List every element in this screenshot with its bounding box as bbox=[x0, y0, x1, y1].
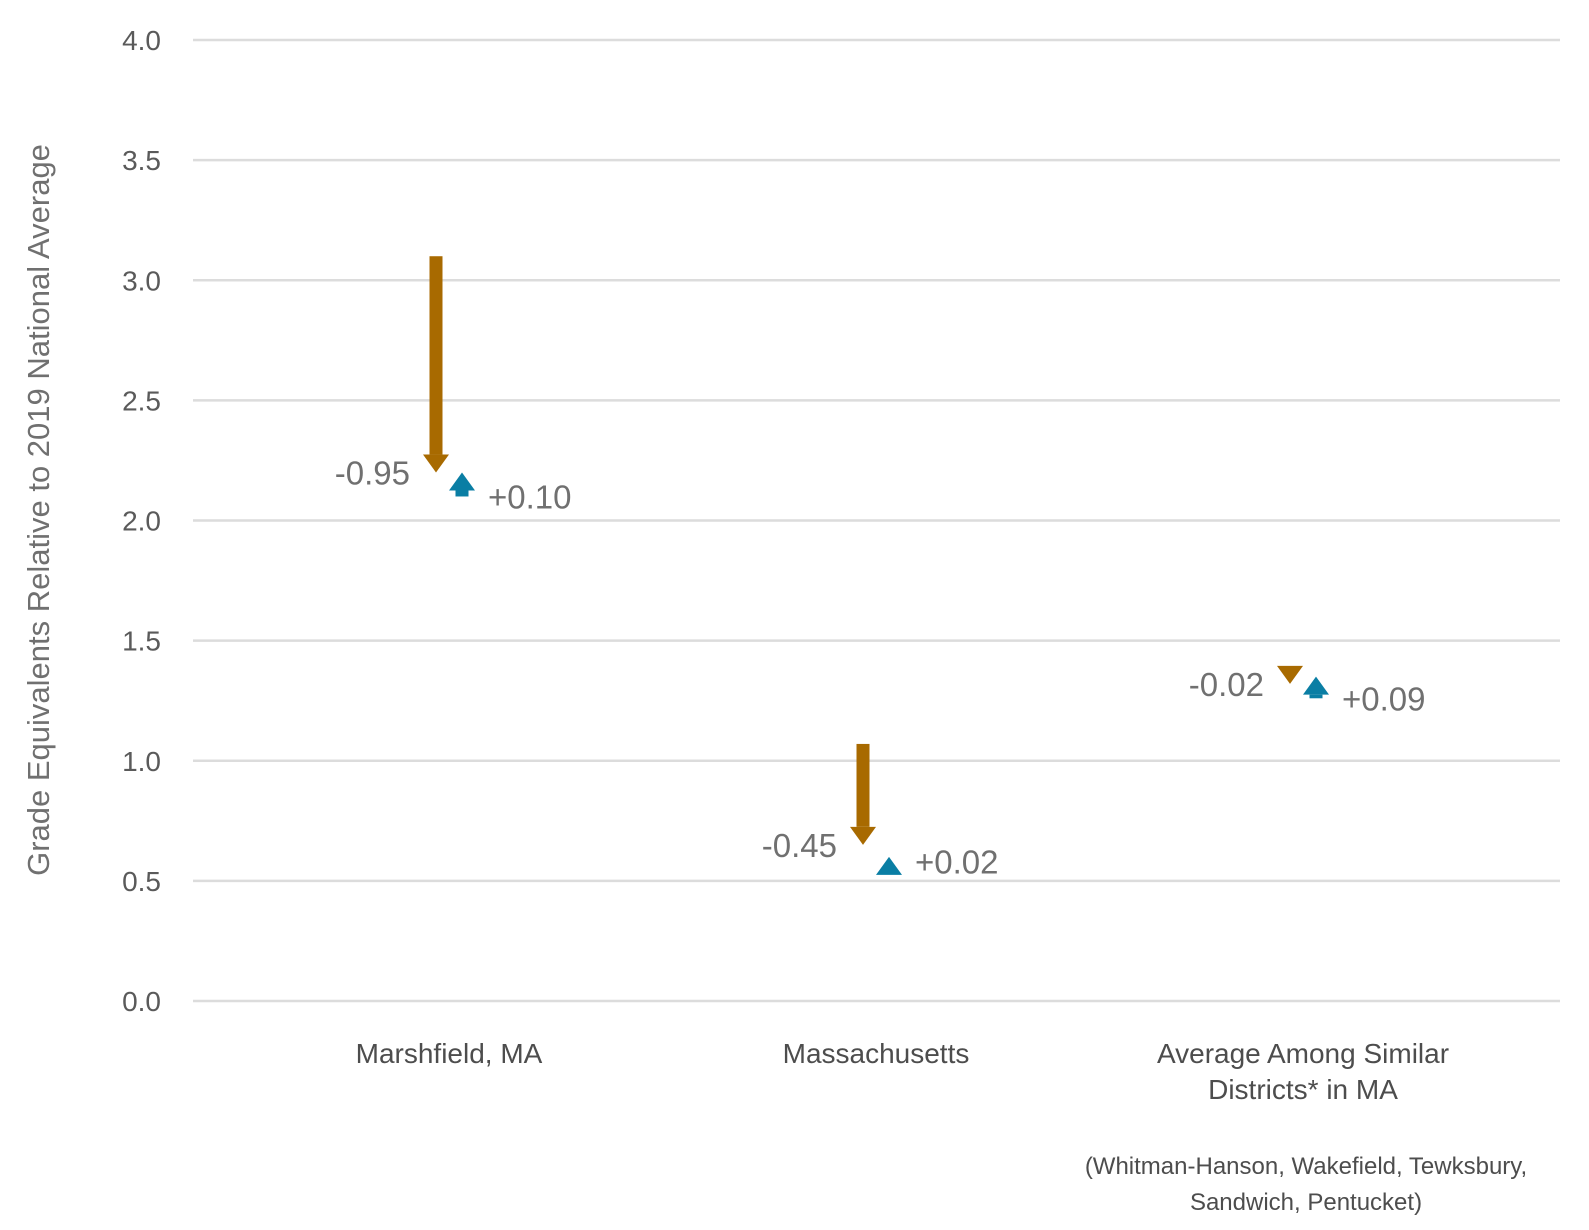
footnote-line: Sandwich, Pentucket) bbox=[1190, 1189, 1422, 1216]
category-group: -0.45 +0.02 bbox=[762, 743, 999, 881]
y-tick-label: 2.0 bbox=[122, 506, 161, 537]
decline-arrow bbox=[423, 256, 449, 473]
recovery-arrow-shaft bbox=[455, 490, 469, 497]
y-tick-label: 0.5 bbox=[122, 866, 161, 897]
x-category-label: Average Among Similar bbox=[1157, 1038, 1449, 1069]
x-axis-categories: Marshfield, MA Massachusetts Average Among… bbox=[356, 1038, 1449, 1105]
decline-arrow bbox=[850, 743, 876, 845]
decline-value-label: -0.95 bbox=[335, 454, 410, 491]
y-tick-label: 0.0 bbox=[122, 986, 161, 1017]
decline-arrow-head bbox=[850, 826, 876, 845]
decline-arrow-head bbox=[1277, 665, 1303, 684]
decline-value-label: -0.45 bbox=[762, 827, 837, 864]
recovery-arrow bbox=[876, 856, 902, 875]
decline-value-label: -0.02 bbox=[1189, 666, 1264, 703]
x-category-label: Marshfield, MA bbox=[356, 1038, 543, 1069]
recovery-arrow bbox=[449, 472, 475, 497]
recovery-value-label: +0.02 bbox=[915, 844, 999, 881]
y-tick-label: 1.5 bbox=[122, 626, 161, 657]
recovery-value-label: +0.10 bbox=[488, 478, 572, 515]
y-tick-label: 4.0 bbox=[122, 25, 161, 56]
chart-marks: -0.95 +0.10 -0.45 +0.02 -0.02 +0.09 bbox=[335, 256, 1426, 881]
x-category-label: Massachusetts bbox=[783, 1038, 970, 1069]
footnote-line: (Whitman-Hanson, Wakefield, Tewksbury, bbox=[1085, 1153, 1527, 1180]
decline-arrow-shaft bbox=[856, 743, 870, 827]
y-tick-label: 3.0 bbox=[122, 265, 161, 296]
y-axis-ticks: 0.0 0.5 1.0 1.5 2.0 2.5 3.0 3.5 4.0 bbox=[122, 25, 161, 1017]
recovery-arrow-shaft bbox=[1309, 694, 1323, 699]
decline-arrow-shaft bbox=[429, 256, 443, 455]
category-group: -0.95 +0.10 bbox=[335, 256, 572, 515]
recovery-arrow bbox=[1303, 676, 1329, 699]
recovery-arrow-head bbox=[876, 856, 902, 875]
footnote: (Whitman-Hanson, Wakefield, Tewksbury, Sa… bbox=[1085, 1153, 1527, 1216]
y-tick-label: 3.5 bbox=[122, 145, 161, 176]
recovery-arrow-head bbox=[1303, 676, 1329, 695]
decline-arrow bbox=[1277, 665, 1303, 684]
decline-arrow-head bbox=[423, 454, 449, 473]
gridlines bbox=[193, 38, 1560, 1003]
y-tick-label: 1.0 bbox=[122, 746, 161, 777]
y-tick-label: 2.5 bbox=[122, 385, 161, 416]
x-category-label: Districts* in MA bbox=[1208, 1074, 1398, 1105]
category-group: -0.02 +0.09 bbox=[1189, 665, 1426, 717]
recovery-arrow-head bbox=[449, 472, 475, 491]
recovery-value-label: +0.09 bbox=[1342, 680, 1426, 717]
y-axis-title: Grade Equivalents Relative to 2019 Natio… bbox=[21, 144, 56, 876]
